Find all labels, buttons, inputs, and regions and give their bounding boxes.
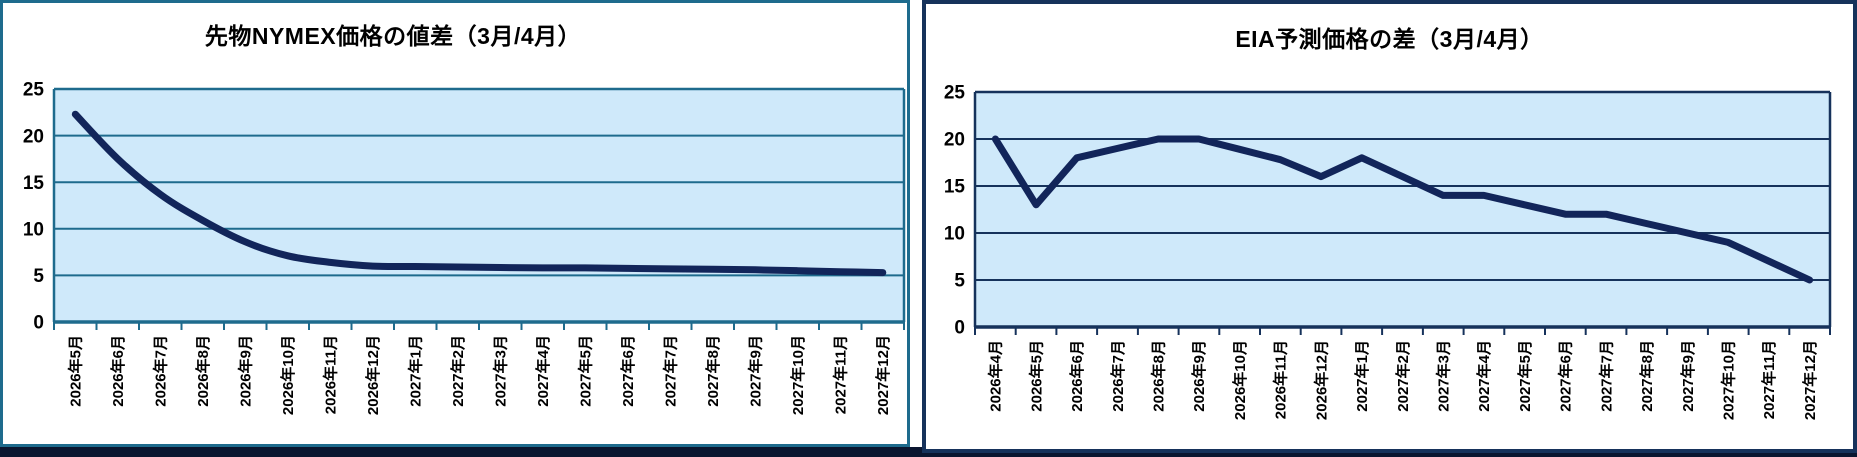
svg-text:2027年3月: 2027年3月 xyxy=(492,335,510,407)
svg-text:20: 20 xyxy=(23,126,44,147)
svg-text:2026年9月: 2026年9月 xyxy=(1190,340,1208,412)
svg-text:2027年6月: 2027年6月 xyxy=(1557,340,1575,412)
svg-text:0: 0 xyxy=(954,318,965,339)
svg-text:2027年12月: 2027年12月 xyxy=(1801,340,1819,420)
series-line xyxy=(71,110,887,277)
svg-text:2027年3月: 2027年3月 xyxy=(1434,340,1452,412)
y-axis-labels: 0 5 10 15 20 25 xyxy=(23,80,45,334)
plot-area xyxy=(975,92,1830,327)
svg-text:2027年1月: 2027年1月 xyxy=(407,335,425,407)
svg-text:2026年12月: 2026年12月 xyxy=(1312,340,1330,420)
x-axis-labels: 2026年5月 2026年6月 2026年7月 2026年8月 2026年9月 2026年… xyxy=(67,335,892,415)
svg-text:2027年2月: 2027年2月 xyxy=(449,335,467,407)
svg-text:2027年11月: 2027年11月 xyxy=(832,335,850,414)
svg-text:2026年12月: 2026年12月 xyxy=(364,335,382,415)
x-axis xyxy=(53,320,905,330)
svg-text:2026年8月: 2026年8月 xyxy=(1149,340,1167,412)
plot-frame xyxy=(52,87,906,322)
svg-text:2026年5月: 2026年5月 xyxy=(1027,340,1045,412)
eia-chart-panel: 0 5 10 15 20 25 2026年4月 2026年5月 2026年6月 2026年7月 20… xyxy=(922,0,1857,453)
x-axis-labels: 2026年4月 2026年5月 2026年6月 2026年7月 2026年8月 2026年… xyxy=(987,340,1819,420)
svg-text:2027年2月: 2027年2月 xyxy=(1394,340,1412,412)
svg-text:2027年4月: 2027年4月 xyxy=(1475,340,1493,412)
svg-text:2026年5月: 2026年5月 xyxy=(67,335,85,407)
svg-text:2027年11月: 2027年11月 xyxy=(1760,340,1778,419)
svg-text:25: 25 xyxy=(944,83,966,104)
svg-text:10: 10 xyxy=(944,224,965,245)
svg-text:2026年6月: 2026年6月 xyxy=(109,335,127,407)
series-line xyxy=(991,135,1814,284)
x-axis xyxy=(974,325,1831,335)
svg-text:2026年6月: 2026年6月 xyxy=(1068,340,1086,412)
svg-text:2027年1月: 2027年1月 xyxy=(1353,340,1371,412)
plot-area xyxy=(54,89,904,322)
svg-text:2027年5月: 2027年5月 xyxy=(577,335,595,407)
svg-text:5: 5 xyxy=(33,266,44,287)
svg-text:15: 15 xyxy=(23,173,45,194)
svg-text:2026年7月: 2026年7月 xyxy=(152,335,170,407)
svg-text:2026年8月: 2026年8月 xyxy=(194,335,212,407)
nymex-chart-panel: 0 5 10 15 20 25 2026年5月 2026年6月 2026年7月 2026年8月 20… xyxy=(0,0,910,447)
svg-text:25: 25 xyxy=(23,80,45,101)
svg-text:15: 15 xyxy=(944,177,966,198)
svg-text:2026年10月: 2026年10月 xyxy=(279,335,297,415)
eia-chart-title: EIA予測価格の差（3月/4月） xyxy=(1235,26,1544,52)
svg-text:2027年8月: 2027年8月 xyxy=(1638,340,1656,412)
svg-text:2027年5月: 2027年5月 xyxy=(1516,340,1534,412)
nymex-chart-title: 先物NYMEX価格の値差（3月/4月） xyxy=(204,23,582,49)
svg-text:20: 20 xyxy=(944,130,965,151)
svg-text:2027年6月: 2027年6月 xyxy=(619,335,637,407)
svg-text:2027年12月: 2027年12月 xyxy=(874,335,892,415)
svg-text:2027年10月: 2027年10月 xyxy=(789,335,807,415)
plot-frame xyxy=(973,90,1832,327)
svg-text:2027年7月: 2027年7月 xyxy=(662,335,680,407)
svg-text:2027年9月: 2027年9月 xyxy=(747,335,765,407)
svg-text:10: 10 xyxy=(23,219,44,240)
svg-text:2027年4月: 2027年4月 xyxy=(534,335,552,407)
svg-text:2026年10月: 2026年10月 xyxy=(1231,340,1249,420)
svg-text:2027年9月: 2027年9月 xyxy=(1679,340,1697,412)
y-axis-labels: 0 5 10 15 20 25 xyxy=(944,83,966,339)
svg-text:2026年11月: 2026年11月 xyxy=(322,335,340,414)
svg-text:0: 0 xyxy=(33,313,44,334)
svg-text:2026年9月: 2026年9月 xyxy=(237,335,255,407)
svg-text:2027年7月: 2027年7月 xyxy=(1597,340,1615,412)
svg-text:2026年11月: 2026年11月 xyxy=(1272,340,1290,419)
svg-text:2027年8月: 2027年8月 xyxy=(704,335,722,407)
svg-text:2027年10月: 2027年10月 xyxy=(1719,340,1737,420)
svg-text:5: 5 xyxy=(954,271,965,292)
svg-text:2026年7月: 2026年7月 xyxy=(1109,340,1127,412)
svg-text:2026年4月: 2026年4月 xyxy=(987,340,1005,412)
